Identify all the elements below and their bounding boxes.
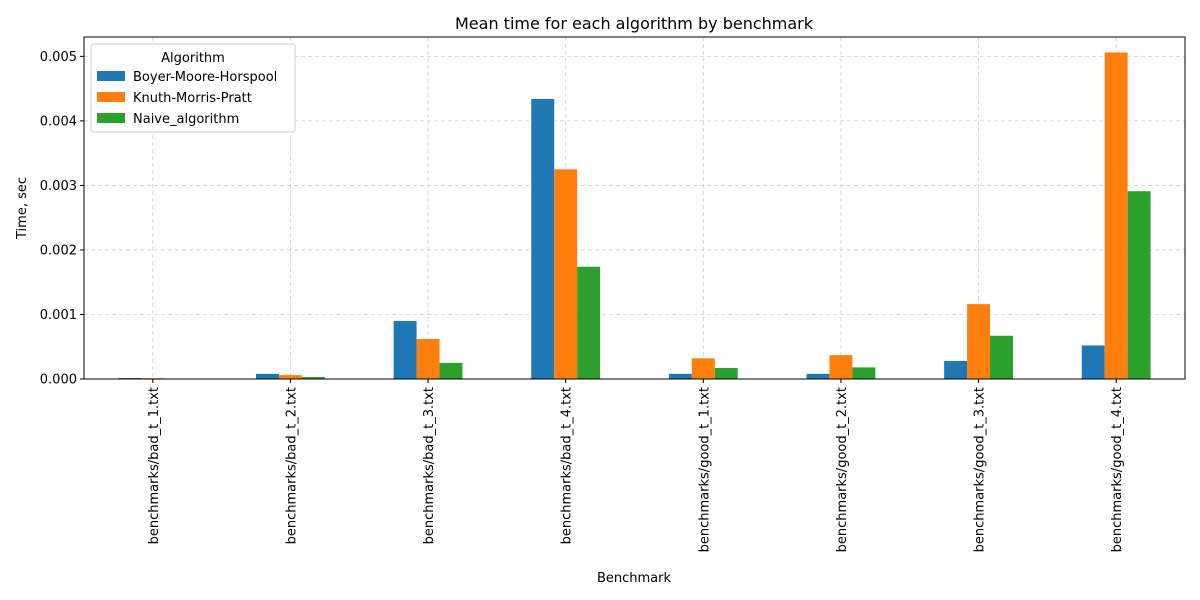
- x-tick-label: benchmarks/bad_t_1.txt: [147, 387, 162, 544]
- y-tick-label: 0.002: [40, 243, 77, 258]
- bar-boyer-moore-horspool: [669, 374, 692, 379]
- bar-knuth-morris-pratt: [1105, 52, 1128, 379]
- bar-naive-algorithm: [715, 368, 738, 379]
- x-tick-label: benchmarks/bad_t_4.txt: [560, 387, 575, 544]
- legend-label: Knuth-Morris-Pratt: [133, 91, 252, 106]
- bar-naive-algorithm: [1128, 191, 1151, 379]
- x-tick-label: benchmarks/good_t_4.txt: [1110, 387, 1125, 552]
- x-tick-label: benchmarks/bad_t_2.txt: [284, 387, 299, 544]
- x-axis: benchmarks/bad_t_1.txt benchmarks/bad_t_2…: [147, 379, 1125, 552]
- y-axis-title: Time, sec: [15, 177, 30, 240]
- y-tick-label: 0.001: [40, 308, 77, 323]
- bar-boyer-moore-horspool: [394, 321, 417, 379]
- legend-label: Naive_algorithm: [133, 112, 239, 127]
- y-tick-label: 0.004: [40, 114, 77, 129]
- bar-naive-algorithm: [577, 267, 600, 379]
- bar-boyer-moore-horspool: [531, 99, 554, 379]
- y-tick-label: 0.005: [40, 50, 77, 65]
- bar-naive-algorithm: [440, 363, 463, 379]
- bar-naive-algorithm: [990, 336, 1013, 379]
- bar-knuth-morris-pratt: [692, 358, 715, 379]
- x-tick-label: benchmarks/good_t_3.txt: [973, 387, 988, 552]
- bar-knuth-morris-pratt: [279, 375, 302, 379]
- legend-swatch: [97, 92, 125, 102]
- x-tick-label: benchmarks/good_t_1.txt: [697, 387, 712, 552]
- legend-swatch: [97, 113, 125, 123]
- legend: Algorithm Boyer-Moore-Horspool Knuth-Morri…: [91, 44, 295, 132]
- bar-boyer-moore-horspool: [256, 374, 279, 379]
- bar-naive-algorithm: [852, 367, 875, 379]
- legend-title: Algorithm: [161, 51, 225, 66]
- bar-boyer-moore-horspool: [1082, 345, 1105, 379]
- bar-knuth-morris-pratt: [417, 339, 440, 379]
- chart-title: Mean time for each algorithm by benchmar…: [455, 14, 814, 33]
- bar-knuth-morris-pratt: [829, 355, 852, 379]
- x-axis-title: Benchmark: [597, 571, 672, 586]
- y-tick-label: 0.003: [40, 179, 77, 194]
- bar-knuth-morris-pratt: [967, 304, 990, 379]
- bar-boyer-moore-horspool: [807, 374, 830, 379]
- legend-label: Boyer-Moore-Horspool: [133, 70, 277, 85]
- x-tick-label: benchmarks/bad_t_3.txt: [422, 387, 437, 544]
- x-tick-label: benchmarks/good_t_2.txt: [835, 387, 850, 552]
- legend-swatch: [97, 71, 125, 81]
- y-axis: 0.000 0.001 0.002 0.003 0.004 0.005: [40, 50, 84, 388]
- y-tick-label: 0.000: [40, 373, 77, 388]
- bar-knuth-morris-pratt: [554, 169, 577, 379]
- bar-boyer-moore-horspool: [944, 361, 967, 379]
